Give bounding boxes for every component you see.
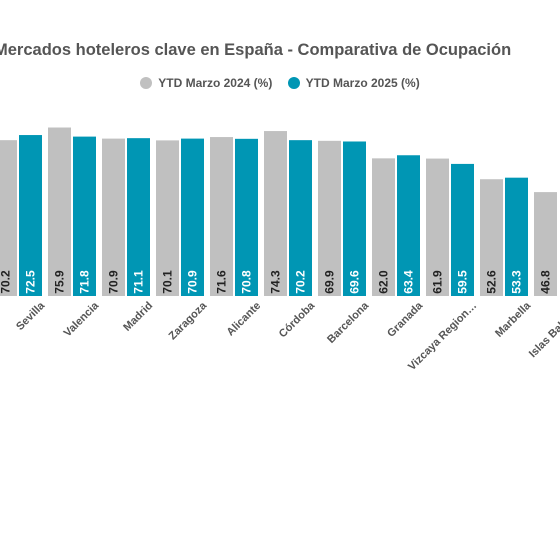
data-label-2024-1: 75.9 — [53, 270, 67, 294]
legend-item-2025[interactable]: YTD Marzo 2025 (%) — [287, 76, 420, 90]
bar-2024-2[interactable] — [102, 138, 125, 296]
data-label-2025-3: 70.9 — [186, 270, 200, 294]
bar-2025-9[interactable] — [505, 177, 528, 296]
x-tick-label-1: Valencia — [62, 299, 102, 339]
bar-2024-0[interactable] — [0, 140, 17, 296]
bar-2024-4[interactable] — [210, 137, 233, 296]
x-tick-label-6: Barcelona — [325, 299, 372, 346]
legend: YTD Marzo 2024 (%) YTD Marzo 2025 (%) — [0, 76, 560, 92]
chart-title: Mercados hoteleros clave en España - Com… — [0, 41, 512, 59]
x-tick-label-7: Granada — [385, 299, 426, 340]
data-label-2024-5: 74.3 — [269, 270, 283, 294]
legend-swatch-2025 — [287, 77, 300, 89]
bar-2024-3[interactable] — [156, 140, 179, 296]
data-label-2025-8: 59.5 — [456, 270, 470, 294]
bar-2024-1[interactable] — [48, 127, 71, 296]
data-label-2024-0: 70.2 — [0, 270, 13, 294]
data-label-2024-8: 61.9 — [431, 270, 445, 294]
data-label-2024-6: 69.9 — [323, 270, 337, 294]
data-label-2024-4: 71.6 — [215, 270, 229, 294]
data-label-2025-2: 71.1 — [132, 270, 146, 294]
bar-2024-9[interactable] — [480, 179, 503, 296]
bar-2025-8[interactable] — [451, 163, 474, 296]
x-tick-label-0: Sevilla — [14, 299, 48, 333]
bar-2024-7[interactable] — [372, 158, 395, 296]
legend-swatch-2024 — [140, 77, 153, 89]
bar-2024-6[interactable] — [318, 140, 341, 296]
x-tick-label-9: Marbella — [493, 299, 534, 340]
x-tick-label-4: Alicante — [224, 300, 263, 339]
data-label-2025-7: 63.4 — [402, 270, 416, 294]
bar-2024-8[interactable] — [426, 158, 449, 296]
bar-2025-7[interactable] — [397, 155, 420, 296]
data-label-2024-9: 52.6 — [485, 270, 499, 294]
data-label-2025-5: 70.2 — [294, 270, 308, 294]
data-label-2024-2: 70.9 — [107, 270, 121, 294]
bar-2025-3[interactable] — [181, 138, 204, 296]
data-label-2024-10: 46.8 — [539, 270, 553, 294]
data-label-2025-4: 70.8 — [240, 270, 254, 294]
data-label-2024-7: 62.0 — [377, 270, 391, 294]
data-label-2024-3: 70.1 — [161, 270, 175, 294]
x-tick-label-5: Córdoba — [277, 299, 318, 340]
bar-2025-6[interactable] — [343, 141, 366, 296]
legend-label-2024: YTD Marzo 2024 (%) — [158, 76, 273, 90]
bar-2024-10[interactable] — [534, 192, 557, 296]
bar-2025-2[interactable] — [127, 138, 150, 296]
bar-2025-0[interactable] — [19, 135, 42, 296]
data-label-2025-6: 69.6 — [348, 270, 362, 294]
data-label-2025-0: 72.5 — [24, 270, 38, 294]
data-label-2025-1: 71.8 — [78, 270, 92, 294]
bar-2025-4[interactable] — [235, 138, 258, 296]
bar-2025-5[interactable] — [289, 140, 312, 296]
x-tick-label-2: Madrid — [121, 300, 155, 334]
data-label-2025-9: 53.3 — [510, 270, 524, 294]
x-tick-label-3: Zaragoza — [167, 299, 210, 342]
bar-2025-1[interactable] — [73, 136, 96, 296]
legend-item-2024[interactable]: YTD Marzo 2024 (%) — [140, 76, 272, 90]
bar-2024-5[interactable] — [264, 131, 287, 296]
legend-label-2025: YTD Marzo 2025 (%) — [305, 76, 420, 90]
